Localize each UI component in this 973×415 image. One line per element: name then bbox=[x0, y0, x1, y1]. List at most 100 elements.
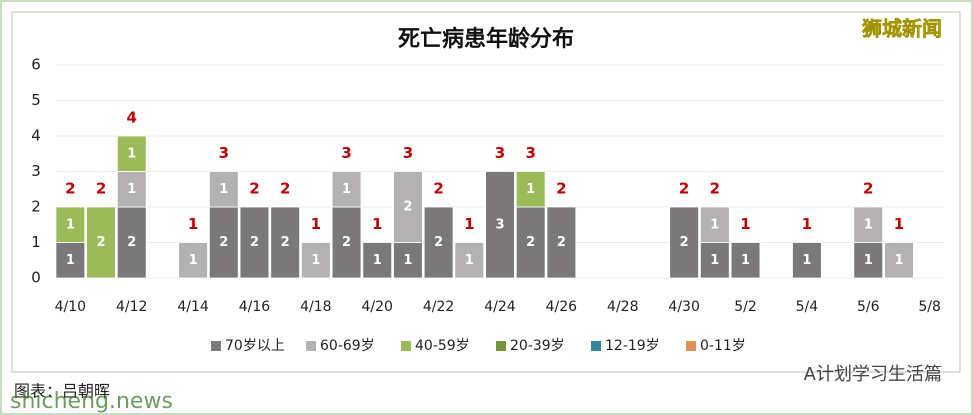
segment-label: 1 bbox=[894, 253, 903, 268]
x-tick-label: 4/28 bbox=[607, 299, 638, 315]
total-label: 1 bbox=[372, 215, 382, 233]
segment-label: 2 bbox=[680, 235, 689, 250]
segment-label: 2 bbox=[127, 235, 136, 250]
x-tick-label: 5/6 bbox=[857, 299, 880, 315]
x-tick-label: 4/14 bbox=[177, 299, 209, 315]
y-tick-label: 1 bbox=[31, 233, 41, 251]
bar-segment bbox=[178, 242, 208, 279]
bar-segment bbox=[239, 206, 270, 279]
segment-label: 1 bbox=[189, 253, 198, 268]
segment-label: 1 bbox=[127, 146, 136, 161]
total-label: 1 bbox=[188, 215, 198, 233]
segment-label: 1 bbox=[710, 217, 719, 232]
bar-segment bbox=[55, 242, 86, 279]
x-tick-label: 4/30 bbox=[668, 299, 699, 315]
total-label: 3 bbox=[403, 144, 413, 162]
bar-segment bbox=[454, 242, 485, 279]
x-tick-label: 4/22 bbox=[423, 299, 454, 315]
segment-label: 1 bbox=[373, 253, 382, 268]
total-label: 2 bbox=[556, 180, 566, 198]
total-label: 2 bbox=[433, 180, 443, 198]
x-tick-label: 5/2 bbox=[734, 299, 757, 315]
bar-segment bbox=[362, 242, 393, 279]
segment-label: 1 bbox=[741, 253, 750, 268]
segment-label: 1 bbox=[710, 253, 719, 268]
total-label: 1 bbox=[740, 215, 750, 233]
total-label: 3 bbox=[219, 144, 229, 162]
total-label: 1 bbox=[802, 215, 812, 233]
segment-label: 2 bbox=[250, 235, 259, 250]
bar-segment bbox=[116, 206, 147, 279]
segment-label: 1 bbox=[342, 182, 351, 197]
x-tick-label: 4/10 bbox=[55, 299, 86, 315]
bar-segment bbox=[792, 242, 822, 279]
legend-swatch bbox=[401, 341, 411, 351]
legend-label: 12-19岁 bbox=[605, 338, 660, 354]
bar-segment bbox=[730, 242, 761, 279]
legend-label: 70岁以上 bbox=[225, 338, 285, 354]
segment-label: 2 bbox=[219, 235, 228, 250]
segment-label: 1 bbox=[66, 253, 75, 268]
bar-segment bbox=[270, 206, 300, 279]
total-label: 3 bbox=[525, 144, 535, 162]
chart-title: 死亡病患年龄分布 bbox=[398, 26, 574, 52]
segment-label: 1 bbox=[526, 182, 535, 197]
legend-swatch bbox=[211, 341, 221, 351]
bar-segment bbox=[700, 242, 730, 279]
total-label: 4 bbox=[127, 109, 137, 127]
bar-segment bbox=[208, 206, 239, 279]
bar-segment bbox=[700, 206, 730, 243]
bar-segment bbox=[393, 171, 423, 243]
bar-segment bbox=[515, 206, 546, 279]
total-label: 3 bbox=[341, 144, 351, 162]
bar-segment bbox=[546, 206, 577, 279]
total-label: 1 bbox=[464, 215, 474, 233]
x-tick-label: 4/12 bbox=[116, 299, 147, 315]
x-tick-label: 5/4 bbox=[796, 299, 819, 315]
bar-segment bbox=[393, 242, 423, 279]
legend-label: 60-69岁 bbox=[320, 338, 375, 354]
legend-swatch bbox=[591, 341, 601, 351]
y-tick-label: 5 bbox=[31, 91, 41, 109]
y-tick-label: 6 bbox=[31, 56, 41, 74]
watermark: 狮城新闻 bbox=[862, 17, 942, 41]
total-label: 3 bbox=[495, 144, 505, 162]
segment-label: 2 bbox=[403, 200, 412, 215]
bar-segment bbox=[86, 206, 116, 279]
segment-label: 1 bbox=[403, 253, 412, 268]
segment-label: 1 bbox=[864, 253, 873, 268]
legend-label: 0-11岁 bbox=[700, 338, 746, 354]
bar-segment bbox=[669, 206, 699, 279]
total-label: 1 bbox=[311, 215, 321, 233]
segment-label: 1 bbox=[864, 217, 873, 232]
total-label: 1 bbox=[894, 215, 904, 233]
segment-label: 2 bbox=[281, 235, 290, 250]
account: A计划学习生活篇 bbox=[804, 364, 942, 385]
bar-segment bbox=[331, 206, 362, 279]
bar-segment bbox=[515, 171, 546, 208]
bar-segment bbox=[884, 242, 914, 279]
total-label: 2 bbox=[249, 180, 259, 198]
segment-label: 1 bbox=[465, 253, 474, 268]
segment-label: 1 bbox=[127, 182, 136, 197]
legend-swatch bbox=[496, 341, 506, 351]
total-label: 2 bbox=[96, 180, 106, 198]
total-label: 2 bbox=[679, 180, 689, 198]
bar-segment bbox=[485, 171, 515, 279]
segment-label: 2 bbox=[97, 235, 106, 250]
legend-swatch bbox=[306, 341, 316, 351]
segment-label: 2 bbox=[526, 235, 535, 250]
x-tick-label: 5/8 bbox=[918, 299, 941, 315]
bar-segment bbox=[853, 206, 884, 243]
x-tick-label: 4/24 bbox=[484, 299, 516, 315]
bar-segment bbox=[116, 135, 147, 172]
x-tick-label: 4/26 bbox=[546, 299, 578, 315]
legend-label: 20-39岁 bbox=[510, 338, 565, 354]
segment-label: 1 bbox=[311, 253, 320, 268]
segment-label: 1 bbox=[219, 182, 228, 197]
credit: 图表：吕朝晖 bbox=[14, 382, 110, 401]
bar-segment bbox=[331, 171, 362, 208]
bar-segment bbox=[116, 171, 147, 208]
